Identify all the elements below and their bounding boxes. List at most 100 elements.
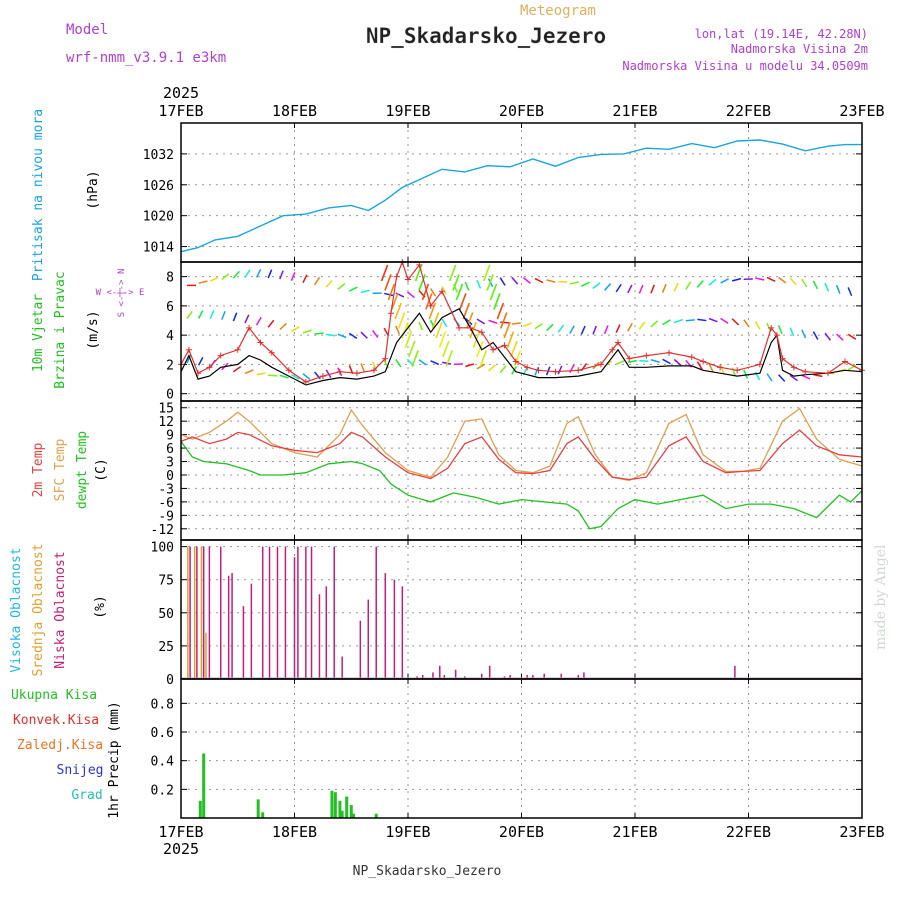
wind-arrow [557,365,563,375]
wind-arrow [488,319,498,324]
wind-arrow [325,369,332,379]
wind-arrow [789,327,795,337]
wind-arrow [452,274,460,291]
wind-arrow [766,373,773,382]
wind-arrow [401,321,409,339]
wind-arrow [755,277,765,281]
gust-marker [756,361,763,368]
wind-arrow [302,329,312,334]
gust-marker [478,329,485,336]
wind-arrow [778,276,787,284]
wind-arrow [510,340,518,358]
gust-marker [387,310,394,317]
wind-arrow [244,369,254,375]
wind-arrow [441,286,447,295]
wind-arrow [534,366,540,376]
wind-arrow [720,317,729,324]
wind-arrow [442,340,450,358]
y-tick-label: 25 [158,640,174,655]
gust-marker [257,339,264,346]
wind-arrow [569,281,579,285]
precip-bar [340,810,344,818]
wind-arrow [465,312,474,329]
temp-unit: (C) [94,458,109,481]
wind-arrow [489,283,498,301]
t2m-title: 2m Temp [31,442,46,497]
wind-arrow [708,363,714,372]
wind-arrow [209,310,215,319]
y-tick-label: 0.2 [151,783,174,798]
wind-arrow [197,356,204,366]
panel-frame [180,539,863,680]
wind-arrow [720,278,729,284]
precip-bar [256,799,260,818]
gust-marker [773,332,780,339]
wind-arrow [313,276,321,286]
wind-arrow [418,359,427,366]
x-tick-label-bottom: 17FEB [158,823,203,841]
wind-arrow [592,325,597,335]
wind-arrow [627,284,633,294]
wind-arrow [476,340,484,358]
x-tick-label-bottom: 19FEB [385,823,430,841]
precip-bar [202,753,206,818]
gust-marker [779,355,786,362]
gust-marker [824,370,831,377]
gust-marker [427,302,434,309]
wind-arrow [754,320,761,330]
gust-marker [552,368,559,375]
gust-marker [405,276,411,283]
y-tick-label: -12 [151,523,174,538]
sfc-title: SFC Temp [53,439,68,502]
mid-cloud-title: Srednja Oblacnost [31,543,46,676]
x-tick-label-top: 17FEB [158,102,203,120]
wind-arrow [435,321,443,339]
wind-arrow [442,361,452,365]
gust-marker [234,346,241,353]
gust-marker [614,339,621,346]
y-tick-label: 0.6 [151,726,174,741]
wind-arrow [777,325,783,334]
gust-marker [490,346,497,353]
pressure-unit: (hPa) [86,170,101,209]
wind-arrow [418,274,426,291]
wind-arrow [522,277,531,284]
y-tick-label: 1014 [143,241,174,256]
wind-arrow [197,310,204,319]
wind-arrow [824,282,830,292]
wind-arrow [766,276,776,282]
model-altitude-label: Nadmorska Visina u modelu 34.0509m [622,59,868,73]
legend-hail: Grad [71,788,102,803]
wind-arrow [836,333,844,341]
wind-arrow [732,277,742,282]
wind-arrow [268,374,278,377]
wind-arrow [569,325,575,334]
credit-text: made by Angel [873,544,889,650]
gust-marker [439,288,446,295]
wind-arrow [835,284,841,294]
wind-arrow [459,293,467,310]
wind-arrow [685,281,692,290]
wind-arrow [428,302,436,320]
wind-arrow [391,293,399,310]
gust-marker [217,352,224,359]
wind-speed-line [180,308,863,386]
x-tick-label-top: 20FEB [499,102,544,120]
wind-arrow [708,317,718,323]
wind-arrow [719,365,725,375]
wind-arrow [482,264,491,282]
wind-arrow [232,365,242,373]
plot-layer: 10141020102610320246815129630-3-6-9-1202… [143,102,885,841]
gust-marker [393,273,400,280]
model-label: Model [66,22,108,38]
wind-arrow [661,283,667,293]
product-title: Meteogram [520,3,596,19]
wind-arrow [824,332,832,341]
dewpt-line [180,441,863,530]
gust-marker [524,364,531,371]
gust-marker [734,367,741,374]
wind-arrow [685,319,695,322]
wind-arrow [650,284,655,294]
gust-marker [512,358,519,365]
